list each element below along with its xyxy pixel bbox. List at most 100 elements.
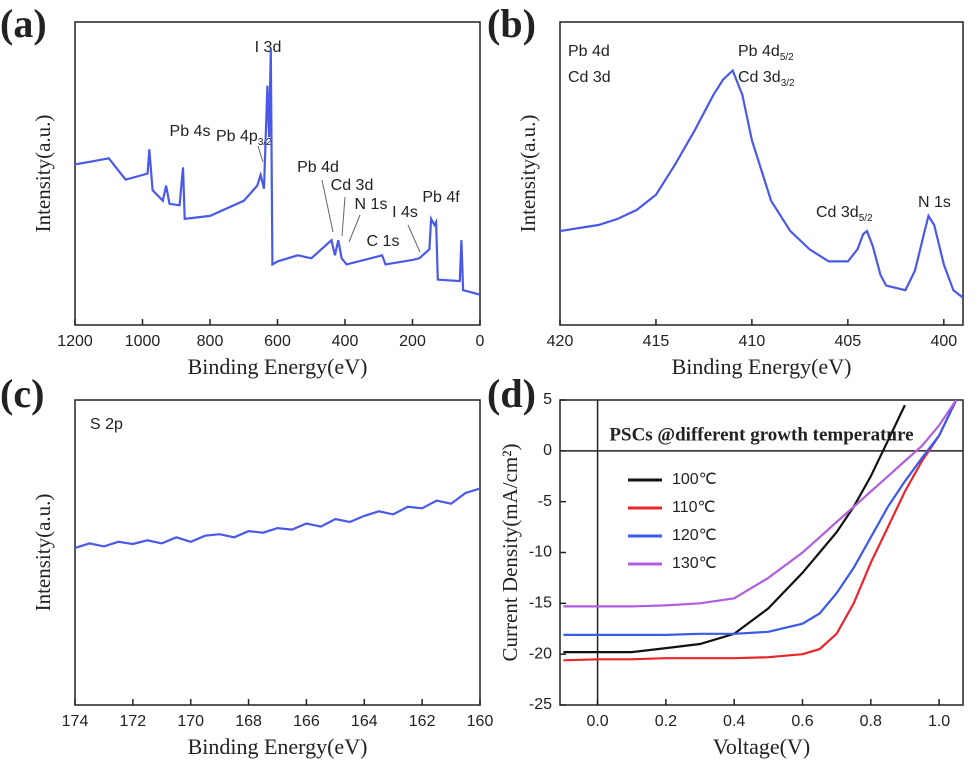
annotation: I 4s [392,204,418,221]
annotation: C 1s [367,233,400,250]
x-tick-label: 600 [264,333,291,350]
annotation-text: Pb 4p [216,128,258,145]
data-line [563,400,958,636]
plot-frame [559,21,964,326]
data-line [75,487,480,549]
legend-label: 100℃ [672,471,717,488]
annotation: I 3d [255,39,282,56]
x-tick-label: 410 [739,333,766,350]
data-line [563,400,958,608]
annotation-text: Pb 4d [568,43,610,60]
y-tick-label: -20 [529,645,552,662]
annotation-sub: 5/2 [859,213,873,224]
x-tick-label: 400 [332,333,359,350]
arrow [321,179,334,233]
x-axis-label: Binding Energy(eV) [188,354,368,379]
plot-frame [74,21,481,326]
legend-label: 110℃ [672,499,715,516]
annotation: Pb 4d [297,159,339,176]
annotation-text: S 2p [90,416,123,433]
plot-frame [74,399,481,706]
annotation-text: Pb 4d [297,159,339,176]
panel-label: (d) [487,371,536,416]
x-tick-label: 0.2 [655,713,677,730]
y-tick-label: 0 [543,442,552,459]
x-tick-label: 200 [399,333,426,350]
x-tick-label: 160 [467,713,494,730]
annotation-text: Pb 4f [422,189,460,206]
x-tick-label: 164 [351,713,378,730]
annotation: S 2p [90,416,123,433]
x-tick-label: 0 [476,333,485,350]
annotation: Pb 4d5/2 [738,43,794,62]
x-tick-label: 420 [547,333,574,350]
y-axis-label: Intensity(a.u.) [516,115,540,233]
arrow [407,224,421,253]
legend-label: 130℃ [672,555,717,572]
y-tick-label: -5 [538,493,552,510]
annotation-text: Pb 4d [738,43,780,60]
x-tick-label: 172 [120,713,147,730]
y-axis-label: Intensity(a.u.) [31,494,55,612]
plot-lines [75,49,480,296]
annotation: Pb 4d [568,43,610,60]
annotation-text: N 1s [918,194,951,211]
x-tick-label: 0.8 [860,713,882,730]
x-tick-label: 415 [643,333,670,350]
x-axis-label: Binding Energy(eV) [188,734,368,759]
annotation: N 1s [355,196,388,213]
y-axis-label: Current Density(mA/cm²) [498,443,522,661]
annotation-text: Pb 4s [170,123,211,140]
arrows [257,145,421,253]
x-tick-label: 405 [835,333,862,350]
annotation-sub: 5/2 [780,52,794,63]
annotation-text: N 1s [355,196,388,213]
plot-lines [75,487,480,549]
annotation-text: I 3d [255,39,282,56]
arrow [348,214,361,243]
x-tick-label: 162 [409,713,436,730]
x-tick-label: 0.4 [723,713,745,730]
x-tick-label: 1000 [125,333,161,350]
annotation: N 1s [918,194,951,211]
annotation-text: Cd 3d [816,204,859,221]
y-tick-label: -15 [529,595,552,612]
annotation: Cd 3d [568,69,611,86]
data-line [560,68,963,299]
panel-label: (a) [0,1,47,46]
x-tick-label: 0.6 [791,713,813,730]
y-tick-label: -10 [529,544,552,561]
panel-label: (b) [487,1,536,46]
annotation-text: I 4s [392,204,418,221]
data-line [563,400,958,662]
plot-lines [563,400,958,662]
y-axis-label: Intensity(a.u.) [31,115,55,233]
annotation: Cd 3d3/2 [738,69,795,88]
plot-lines [560,68,963,299]
x-tick-label: 400 [930,333,957,350]
chart-title: PSCs @different growth temperature [609,424,913,445]
x-tick-label: 1200 [57,333,93,350]
annotation-text: Cd 3d [738,69,781,86]
annotation-text: Cd 3d [331,177,374,194]
legend-label: 120℃ [672,527,717,544]
data-line [75,49,480,296]
x-tick-label: 800 [197,333,224,350]
annotation-text: Cd 3d [568,69,611,86]
annotation: Pb 4f [422,189,460,206]
x-tick-label: 166 [293,713,320,730]
arrow [341,196,346,237]
annotation: Cd 3d5/2 [816,204,873,223]
x-tick-label: 174 [62,713,89,730]
x-tick-label: 168 [235,713,262,730]
annotation: Pb 4s [170,123,211,140]
y-tick-label: 5 [543,391,552,408]
x-tick-label: 1.0 [928,713,950,730]
x-tick-label: 0.0 [586,713,608,730]
annotation-sub: 3/2 [781,78,795,89]
annotation-text: C 1s [367,233,400,250]
annotation: Pb 4p3/2 [216,128,272,147]
x-axis-label: Voltage(V) [713,734,810,759]
x-axis-label: Binding Energy(eV) [672,354,852,379]
